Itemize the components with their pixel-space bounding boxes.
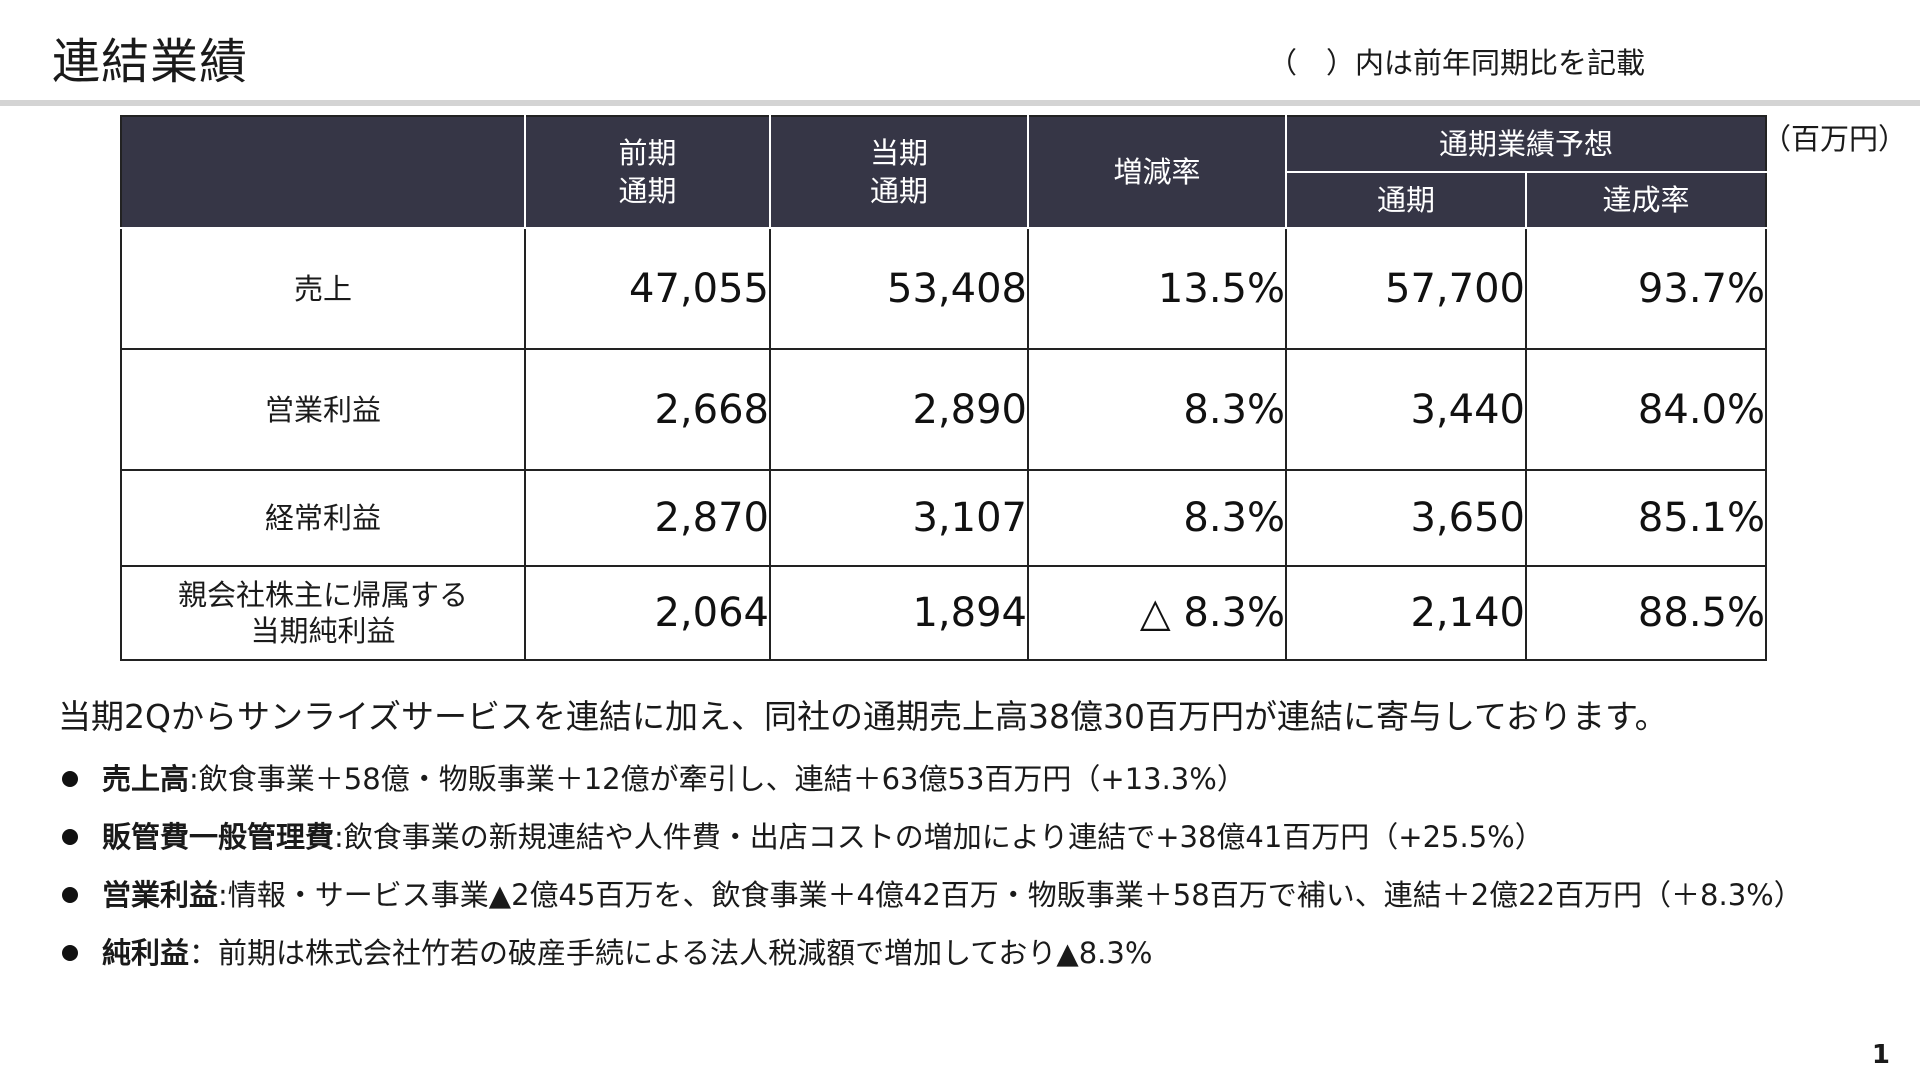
cell-curr: 53,408 — [769, 227, 1029, 350]
bullet-text: :飲食事業の新規連結や人件費・出店コストの増加により連結で+38億41百万円（+… — [334, 820, 1544, 854]
header-achievement: 達成率 — [1525, 171, 1767, 229]
header-blank — [120, 115, 526, 229]
cell-prev: 47,055 — [524, 227, 771, 350]
row-label-net-profit: 親会社株主に帰属する 当期純利益 — [120, 565, 526, 661]
bullet-list: 売上高:飲食事業＋58億・物販事業＋12億が牽引し、連結＋63億53百万円（+1… — [58, 750, 1878, 982]
bullet-dot-icon — [62, 887, 78, 903]
bullet-label: 純利益 — [102, 936, 190, 970]
cell-forecast: 57,700 — [1285, 227, 1527, 350]
table-row: 親会社株主に帰属する 当期純利益 2,064 1,894 △ 8.3% 2,14… — [120, 565, 1767, 661]
bullet-label: 売上高 — [102, 762, 190, 796]
cell-achievement: 93.7% — [1525, 227, 1767, 350]
cell-forecast: 3,650 — [1285, 469, 1527, 567]
row-label-operating-profit: 営業利益 — [120, 348, 526, 471]
bullet-text: ：前期は株式会社竹若の破産手続による法人税減額で増加しており▲8.3% — [189, 936, 1153, 970]
page-title: 連結業績 — [52, 34, 249, 90]
bullet-dot-icon — [62, 945, 78, 961]
row-label-net-profit-line2: 当期純利益 — [250, 614, 396, 648]
list-item: 販管費一般管理費:飲食事業の新規連結や人件費・出店コストの増加により連結で+38… — [58, 808, 1878, 866]
cell-change: 13.5% — [1027, 227, 1287, 350]
cell-achievement: 85.1% — [1525, 469, 1767, 567]
bullet-label: 販管費一般管理費 — [102, 820, 335, 854]
row-label-sales: 売上 — [120, 227, 526, 350]
bullet-text: :情報・サービス事業▲2億45百万を、飲食事業＋4億42百万・物販事業＋58百万… — [218, 878, 1803, 912]
header-change: 増減率 — [1027, 115, 1287, 229]
header-forecast: 通期業績予想 — [1285, 115, 1767, 173]
cell-curr: 3,107 — [769, 469, 1029, 567]
bullet-label: 営業利益 — [102, 878, 219, 912]
header-prev-line2: 通期 — [618, 174, 677, 208]
header-divider — [0, 100, 1920, 106]
header-prev-line1: 前期 — [618, 136, 677, 170]
cell-forecast: 3,440 — [1285, 348, 1527, 471]
header-prev: 前期 通期 — [524, 115, 771, 229]
header-curr-line1: 当期 — [869, 136, 928, 170]
list-item: 純利益：前期は株式会社竹若の破産手続による法人税減額で増加しており▲8.3% — [58, 924, 1878, 982]
cell-curr: 1,894 — [769, 565, 1029, 661]
table-row: 経常利益 2,870 3,107 8.3% 3,650 85.1% — [120, 469, 1767, 567]
cell-change: 8.3% — [1027, 348, 1287, 471]
table-row: 売上 47,055 53,408 13.5% 57,700 93.7% — [120, 227, 1767, 350]
bullet-dot-icon — [62, 771, 78, 787]
cell-achievement: 84.0% — [1525, 348, 1767, 471]
cell-change: 8.3% — [1027, 469, 1287, 567]
cell-prev: 2,064 — [524, 565, 771, 661]
list-item: 売上高:飲食事業＋58億・物販事業＋12億が牽引し、連結＋63億53百万円（+1… — [58, 750, 1878, 808]
bullet-dot-icon — [62, 829, 78, 845]
row-label-ordinary-profit: 経常利益 — [120, 469, 526, 567]
summary-text: 当期2Qからサンライズサービスを連結に加え、同社の通期売上高38億30百万円が連… — [58, 697, 1668, 736]
cell-curr: 2,890 — [769, 348, 1029, 471]
row-label-net-profit-line1: 親会社株主に帰属する — [177, 578, 468, 612]
unit-label: （百万円） — [1762, 122, 1908, 156]
cell-change: △ 8.3% — [1027, 565, 1287, 661]
page-number: 1 — [1871, 1040, 1890, 1070]
results-table: 前期 通期 当期 通期 増減率 通期業績予想 通期 達成率 売上 47,055 … — [120, 115, 1767, 661]
cell-achievement: 88.5% — [1525, 565, 1767, 661]
table-row: 営業利益 2,668 2,890 8.3% 3,440 84.0% — [120, 348, 1767, 471]
bullet-text: :飲食事業＋58億・物販事業＋12億が牽引し、連結＋63億53百万円（+13.3… — [189, 762, 1246, 796]
cell-prev: 2,870 — [524, 469, 771, 567]
comparison-note: （ ）内は前年同期比を記載 — [1268, 46, 1646, 80]
cell-forecast: 2,140 — [1285, 565, 1527, 661]
header-forecast-full: 通期 — [1285, 171, 1527, 229]
header-curr: 当期 通期 — [769, 115, 1029, 229]
cell-prev: 2,668 — [524, 348, 771, 471]
header-curr-line2: 通期 — [869, 174, 928, 208]
list-item: 営業利益:情報・サービス事業▲2億45百万を、飲食事業＋4億42百万・物販事業＋… — [58, 866, 1878, 924]
